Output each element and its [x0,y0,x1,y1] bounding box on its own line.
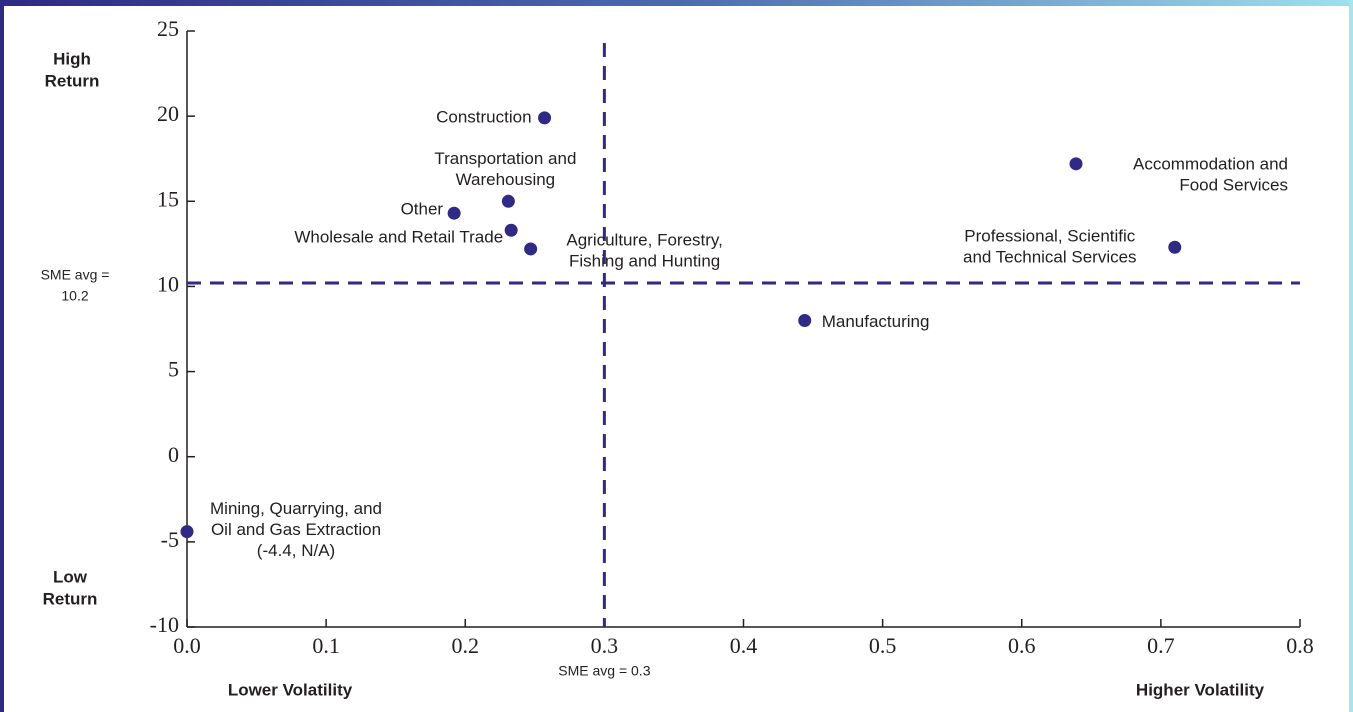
y-tick-label: 10 [157,271,179,296]
low-return-label: Low [53,567,88,586]
point [501,194,515,208]
lower-volatility-label: Lower Volatility [228,680,353,699]
point [447,206,461,220]
x-tick-label: 0.0 [173,633,201,658]
low-return-label: Return [43,589,98,608]
y-tick-label: 15 [157,186,179,211]
point [504,223,518,237]
y-tick-label: 0 [168,442,179,467]
high-return-label: Return [45,71,100,90]
x-tick-label: 0.5 [869,633,897,658]
point-label: and Technical Services [963,248,1137,267]
y-tick-label: 20 [157,101,179,126]
point-label: Professional, Scientific [964,227,1136,246]
frame-top [0,0,1353,6]
point [538,111,552,125]
point-label: Wholesale and Retail Trade [294,228,503,247]
reference-label: 10.2 [61,288,88,304]
x-tick-label: 0.6 [1008,633,1036,658]
x-tick-label: 0.8 [1286,633,1314,658]
point-label: (-4.4, N/A) [257,541,335,560]
frame-right [1349,0,1353,712]
x-tick-label: 0.2 [452,633,480,658]
point [1069,157,1083,171]
point-label: Other [401,200,444,219]
reference-label: SME avg = [41,267,110,283]
higher-volatility-label: Higher Volatility [1136,680,1265,699]
point-label: Manufacturing [822,312,930,331]
point [180,525,194,539]
point-label: Oil and Gas Extraction [211,520,381,539]
point-label: Accommodation and [1133,154,1288,173]
frame-left [0,0,4,712]
x-tick-label: 0.3 [591,633,619,658]
point [1168,240,1182,254]
point-label: Transportation and [434,149,576,168]
x-tick-label: 0.7 [1147,633,1175,658]
point-label: Agriculture, Forestry, [566,230,723,249]
reference-label: SME avg = 0.3 [558,663,650,679]
point-label: Construction [436,107,531,126]
y-tick-label: -10 [150,612,179,637]
y-tick-label: -5 [161,527,179,552]
point-label: Warehousing [456,170,556,189]
x-tick-label: 0.4 [730,633,758,658]
point [798,313,812,327]
x-tick-label: 0.1 [312,633,340,658]
point-label: Food Services [1179,175,1288,194]
y-tick-label: 5 [168,357,179,382]
high-return-label: High [53,49,91,68]
point-label: Mining, Quarrying, and [210,499,382,518]
point-label: Fishing and Hunting [569,251,720,270]
point [524,242,538,256]
y-tick-label: 25 [157,16,179,41]
